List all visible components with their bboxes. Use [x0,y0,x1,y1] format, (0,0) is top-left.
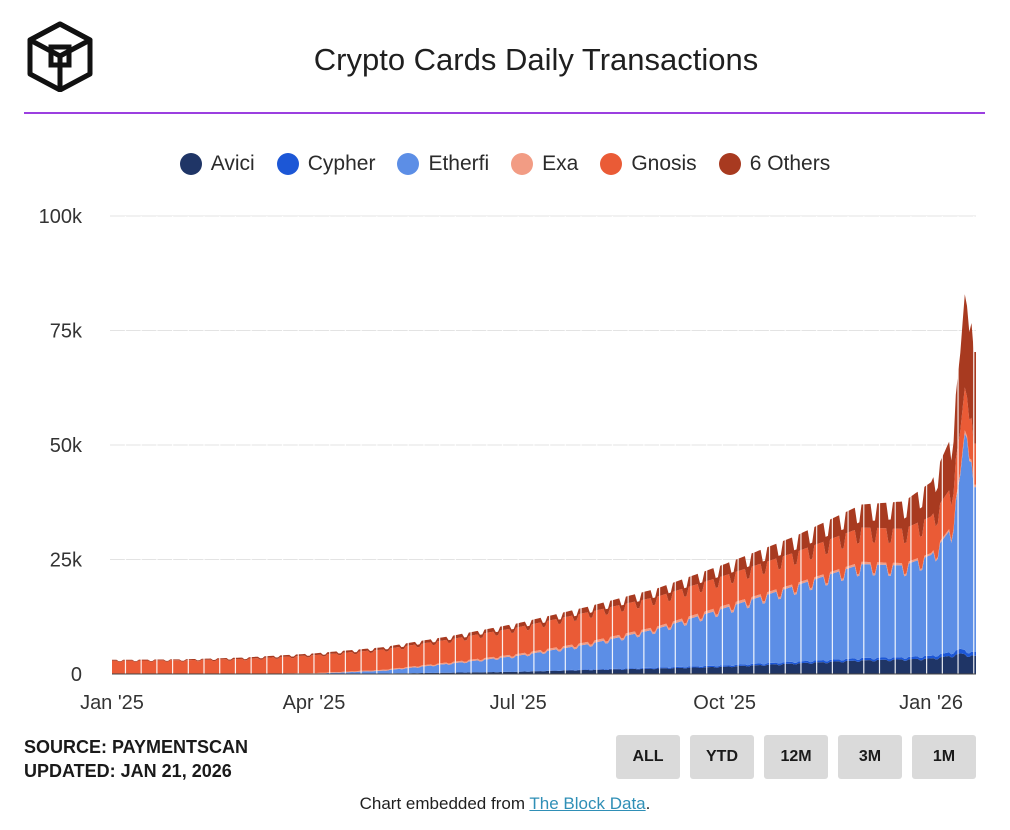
series-area-cypher [112,648,976,674]
x-tick-label: Jan '26 [899,692,963,714]
legend-dot-icon [718,153,741,175]
chart-legend: Avici Cypher Etherfi Exa Gnosis 6 Others [0,152,1010,176]
legend-item-6-others[interactable]: 6 Others [718,152,831,176]
legend-item-cypher[interactable]: Cypher [276,152,376,176]
legend-item-gnosis[interactable]: Gnosis [600,152,697,176]
x-tick-label: Oct '25 [693,692,756,714]
range-button-ytd[interactable]: YTD [690,735,754,779]
the-block-data-link[interactable]: The Block Data [529,794,646,813]
source-text: SOURCE: PAYMENTSCAN [24,737,249,757]
y-tick-label: 0 [71,664,82,686]
y-tick-label: 75k [50,321,83,343]
source-info: SOURCE: PAYMENTSCAN UPDATED: JAN 21, 202… [24,735,248,783]
range-button-all[interactable]: ALL [616,735,680,779]
range-selector: ALL YTD 12M 3M 1M [616,735,976,779]
y-tick-label: 100k [39,206,83,228]
legend-label: Etherfi [428,152,490,175]
legend-dot-icon [276,153,299,175]
embed-credit: Chart embedded from The Block Data. [0,794,1010,814]
y-tick-label: 50k [50,435,83,457]
updated-text: UPDATED: JAN 21, 2026 [24,761,232,781]
legend-dot-icon [397,153,420,175]
legend-item-avici[interactable]: Avici [179,152,255,176]
legend-dot-icon [600,153,623,175]
title-divider [24,112,985,114]
legend-dot-icon [179,153,202,175]
legend-label: Cypher [307,152,376,175]
series-area-etherfi [112,433,976,674]
legend-label: Exa [542,152,579,175]
x-tick-label: Jul '25 [490,692,547,714]
series-area-avici [112,653,976,674]
range-button-1m[interactable]: 1M [912,735,976,779]
y-tick-label: 25k [50,550,83,572]
legend-item-etherfi[interactable]: Etherfi [397,152,489,176]
legend-item-exa[interactable]: Exa [511,152,578,176]
legend-label: Gnosis [631,152,697,175]
legend-dot-icon [511,153,534,175]
chart-title: Crypto Cards Daily Transactions [313,42,759,77]
range-button-3m[interactable]: 3M [838,735,902,779]
the-block-logo-icon [27,21,93,92]
x-tick-label: Jan '25 [80,692,144,714]
legend-label: 6 Others [749,152,831,175]
stacked-area-chart: 0 25k 50k 75k 100k Jan '25 Apr '25 Jul '25 Oct '… [39,206,976,714]
embed-prefix: Chart embedded from [359,794,530,813]
range-button-12m[interactable]: 12M [764,735,828,779]
legend-label: Avici [210,152,255,175]
x-tick-label: Apr '25 [283,692,346,714]
embed-suffix: . [645,794,651,813]
